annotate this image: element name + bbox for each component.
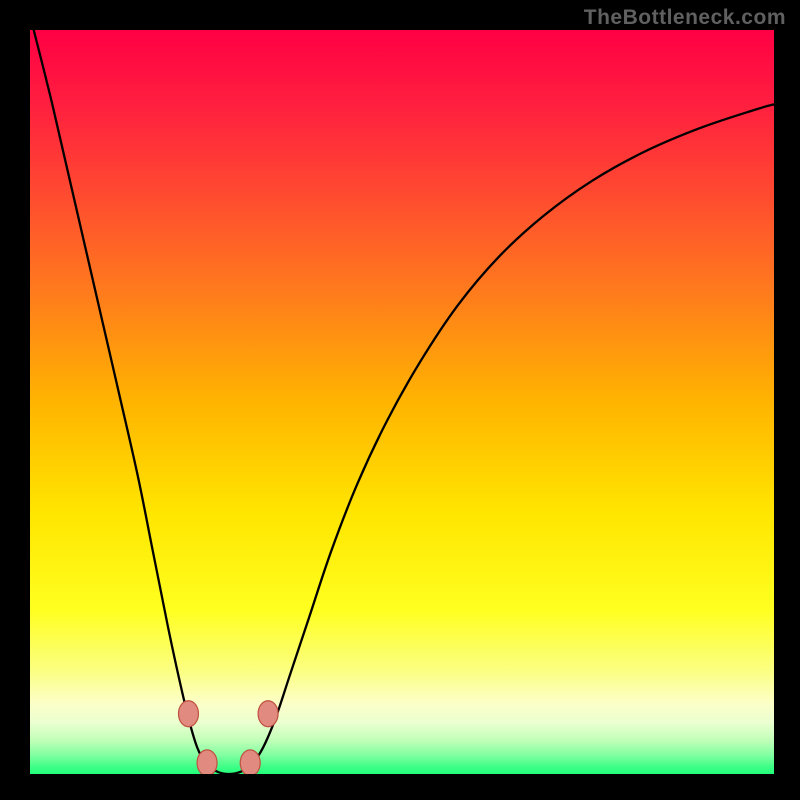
marker-point <box>197 750 217 774</box>
marker-point <box>258 701 278 727</box>
plot-area <box>30 30 774 774</box>
marker-point <box>178 701 198 727</box>
bottleneck-curve <box>34 30 774 774</box>
curve-layer <box>30 30 774 774</box>
attribution-text: TheBottleneck.com <box>584 6 786 30</box>
marker-point <box>240 750 260 774</box>
